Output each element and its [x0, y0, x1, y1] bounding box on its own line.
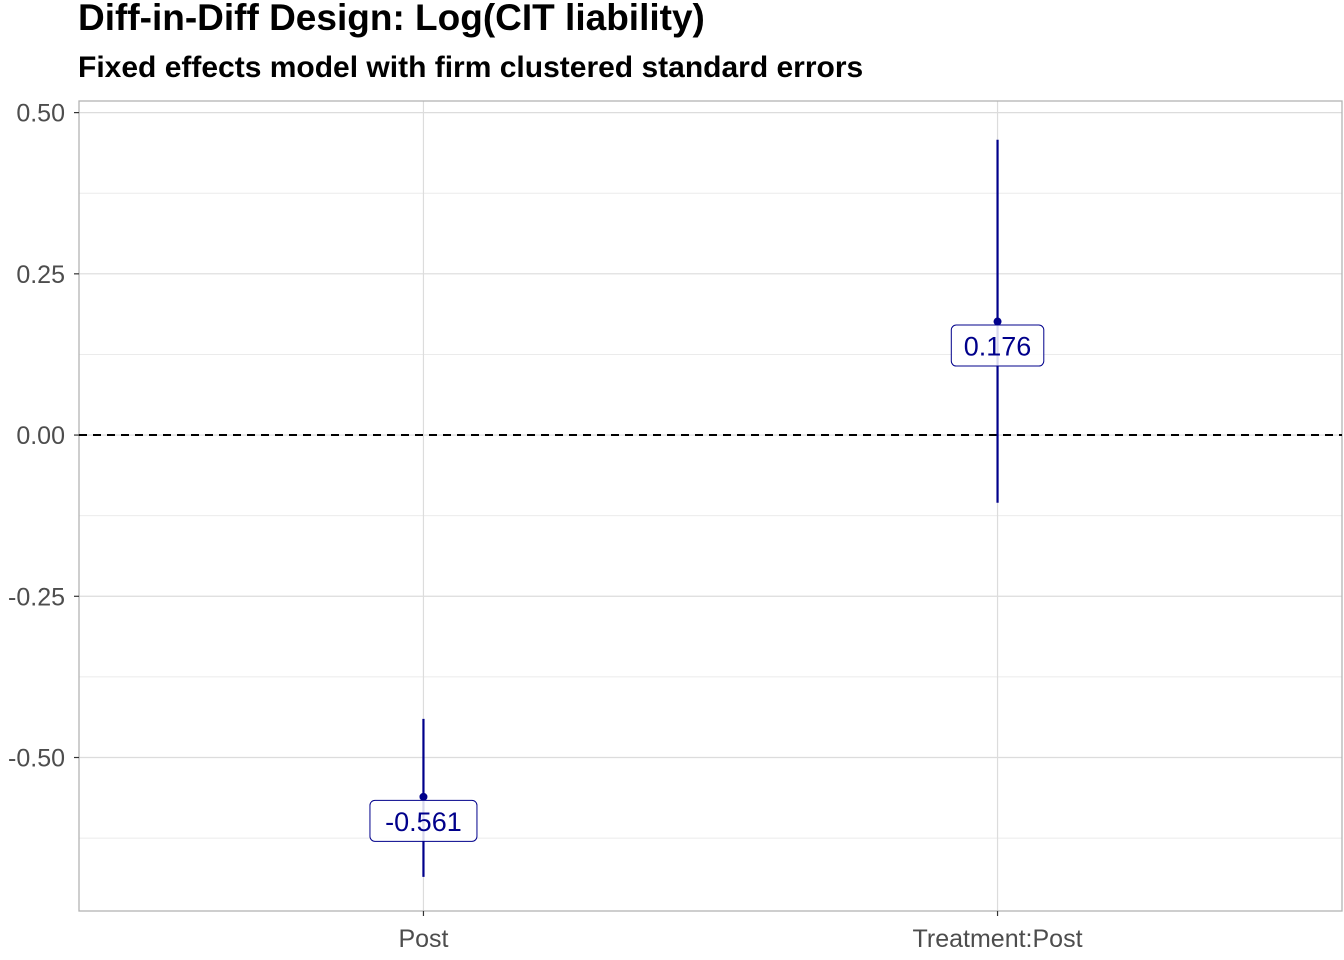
- plot-panel: [79, 101, 1342, 911]
- y-tick-label: -0.25: [8, 583, 65, 611]
- estimate-point: [993, 317, 1002, 326]
- x-tick-label: Post: [398, 925, 448, 953]
- y-tick-label: -0.50: [8, 745, 65, 773]
- data-label-box: [369, 799, 478, 842]
- x-tick-label: Treatment:Post: [913, 925, 1083, 953]
- data-label-box: [950, 324, 1045, 367]
- y-tick-label: 0.50: [16, 100, 65, 128]
- y-tick-label: 0.00: [16, 422, 65, 450]
- y-tick-label: 0.25: [16, 261, 65, 289]
- chart-subtitle: Fixed effects model with firm clustered …: [78, 51, 864, 84]
- data-label: 0.176: [964, 332, 1032, 362]
- estimate-point: [419, 792, 428, 801]
- data-label: -0.561: [385, 807, 462, 837]
- panel-border: [78, 100, 1343, 912]
- chart-title: Diff-in-Diff Design: Log(CIT liability): [78, 0, 705, 38]
